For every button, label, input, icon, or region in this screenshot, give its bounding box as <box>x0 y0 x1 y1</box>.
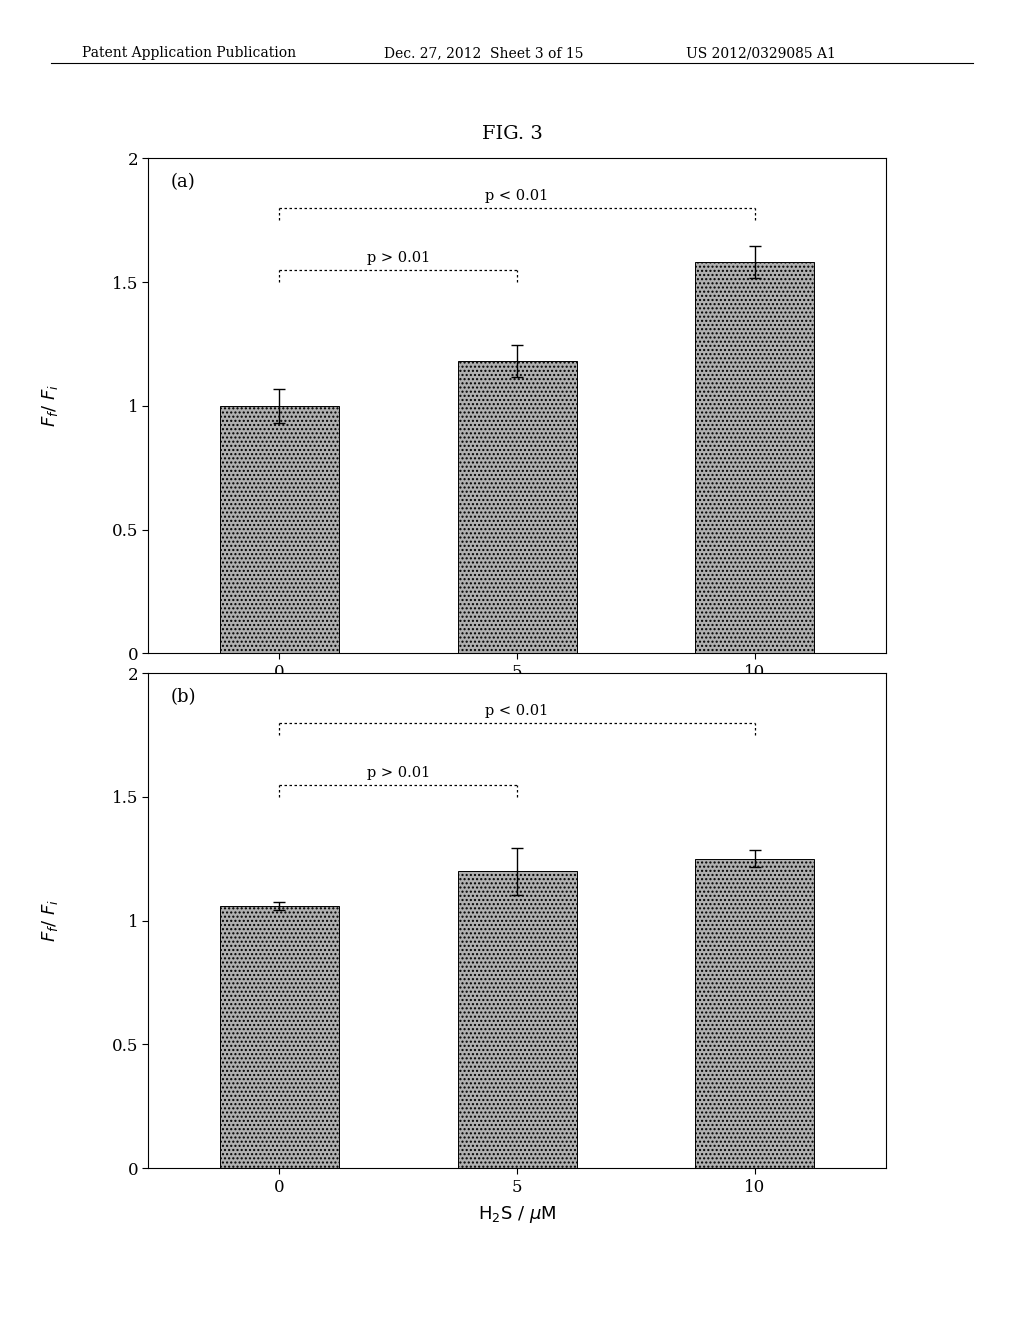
Text: p < 0.01: p < 0.01 <box>485 704 549 718</box>
X-axis label: H$_2$S / $\mu$M: H$_2$S / $\mu$M <box>478 1204 556 1225</box>
Text: p > 0.01: p > 0.01 <box>367 251 430 265</box>
X-axis label: H$_2$S / $\mu$M: H$_2$S / $\mu$M <box>478 689 556 710</box>
Bar <box>458 362 577 653</box>
Y-axis label: $F_f$/ $F_i$: $F_f$/ $F_i$ <box>40 384 60 428</box>
Text: (b): (b) <box>171 688 197 706</box>
Bar <box>458 871 577 1168</box>
Bar <box>695 263 814 653</box>
Text: p < 0.01: p < 0.01 <box>485 189 549 203</box>
Text: FIG. 3: FIG. 3 <box>481 125 543 144</box>
Text: (a): (a) <box>171 173 196 191</box>
Bar <box>220 906 339 1168</box>
Bar <box>695 859 814 1168</box>
Text: Dec. 27, 2012  Sheet 3 of 15: Dec. 27, 2012 Sheet 3 of 15 <box>384 46 584 61</box>
Text: Patent Application Publication: Patent Application Publication <box>82 46 296 61</box>
Y-axis label: $F_f$/ $F_i$: $F_f$/ $F_i$ <box>40 899 60 942</box>
Text: p > 0.01: p > 0.01 <box>367 766 430 780</box>
Bar <box>220 407 339 653</box>
Text: US 2012/0329085 A1: US 2012/0329085 A1 <box>686 46 836 61</box>
